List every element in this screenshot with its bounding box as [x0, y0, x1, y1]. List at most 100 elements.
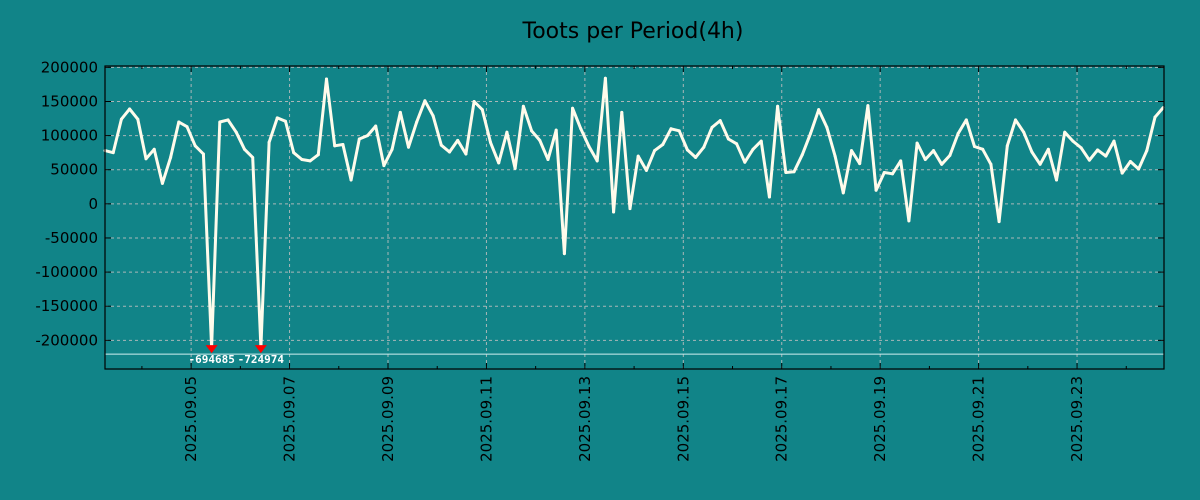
data-point — [1030, 150, 1034, 154]
data-point — [275, 116, 279, 120]
x-tick-label: 2025.09.23 — [1068, 376, 1086, 462]
data-point — [439, 143, 443, 147]
data-point — [849, 149, 853, 153]
data-point — [997, 220, 1001, 224]
data-point — [882, 170, 886, 174]
data-point — [513, 166, 517, 170]
data-point — [940, 162, 944, 166]
data-point — [283, 119, 287, 123]
data-point — [1071, 139, 1075, 143]
data-point — [1145, 149, 1149, 153]
data-point — [1120, 171, 1124, 175]
data-point — [267, 140, 271, 144]
data-point — [546, 157, 550, 161]
data-point — [169, 155, 173, 159]
data-point — [808, 132, 812, 136]
x-tick-label: 2025.09.09 — [379, 376, 397, 462]
data-point — [718, 119, 722, 123]
x-tick-label: 2025.09.07 — [281, 376, 299, 462]
data-point — [800, 153, 804, 157]
y-tick-label: 50000 — [50, 161, 98, 179]
data-point — [177, 120, 181, 124]
data-point — [915, 141, 919, 145]
data-point — [595, 159, 599, 163]
clipped-value-marker — [205, 345, 218, 354]
y-tick-label: 150000 — [41, 92, 98, 110]
data-point — [357, 137, 361, 141]
y-tick-label: 200000 — [41, 58, 98, 76]
data-point — [1005, 144, 1009, 148]
data-point — [136, 117, 140, 121]
data-point — [890, 172, 894, 176]
data-point — [735, 142, 739, 146]
data-point — [767, 195, 771, 199]
data-point — [1128, 160, 1132, 164]
data-point — [480, 108, 484, 112]
data-point — [587, 145, 591, 149]
data-point — [185, 125, 189, 129]
grid — [105, 66, 1164, 369]
data-point — [489, 140, 493, 144]
y-tick-label: -200000 — [35, 331, 98, 349]
data-point — [702, 145, 706, 149]
data-point — [677, 129, 681, 133]
data-point — [661, 142, 665, 146]
data-point — [858, 162, 862, 166]
x-axis: 2025.09.05 2025.09.07 2025.09.09 2025.09.11… — [141, 66, 1127, 462]
data-point — [407, 145, 411, 149]
data-point — [324, 77, 328, 81]
data-point — [242, 147, 246, 151]
data-point — [111, 151, 115, 155]
data-point — [333, 144, 337, 148]
data-point — [554, 128, 558, 132]
data-point — [423, 99, 427, 103]
data-point — [448, 150, 452, 154]
data-point — [234, 130, 238, 134]
data-point — [759, 139, 763, 143]
data-point — [193, 144, 197, 148]
clipped-value-label: -724974 — [238, 353, 285, 366]
data-point — [316, 153, 320, 157]
data-point — [1063, 130, 1067, 134]
data-point — [1038, 162, 1042, 166]
data-point — [784, 170, 788, 174]
data-point — [817, 108, 821, 112]
data-point — [251, 155, 255, 159]
x-tick-label: 2025.09.17 — [773, 376, 791, 462]
data-point — [792, 170, 796, 174]
data-point — [292, 151, 296, 155]
data-point — [1014, 118, 1018, 122]
data-point — [776, 104, 780, 108]
data-point — [726, 137, 730, 141]
x-tick-label: 2025.09.21 — [970, 376, 988, 462]
data-point — [923, 157, 927, 161]
data-point — [1087, 158, 1091, 162]
data-point — [562, 252, 566, 256]
annotations: -694685 -724974 — [188, 345, 284, 366]
data-point — [948, 153, 952, 157]
x-tick-label: 2025.09.11 — [477, 376, 495, 462]
data-point — [899, 159, 903, 163]
data-point — [365, 134, 369, 138]
data-point — [530, 129, 534, 133]
data-point — [669, 127, 673, 131]
data-point — [521, 104, 525, 108]
data-point — [1046, 147, 1050, 151]
data-point — [571, 106, 575, 110]
data-point — [653, 149, 657, 153]
data-point — [1079, 146, 1083, 150]
data-point — [456, 138, 460, 142]
data-point — [620, 110, 624, 114]
plot-frame — [104, 65, 1165, 370]
data-point — [218, 120, 222, 124]
data-point — [644, 168, 648, 172]
y-tick-label: 100000 — [41, 127, 98, 145]
data-point — [144, 157, 148, 161]
y-axis: 200000 150000 100000 50000 0 -50000 -100000 -15… — [35, 58, 1164, 349]
data-point — [160, 181, 164, 185]
data-point — [505, 130, 509, 134]
y-tick-label: -100000 — [35, 263, 98, 281]
data-point — [825, 125, 829, 129]
data-point — [989, 162, 993, 166]
